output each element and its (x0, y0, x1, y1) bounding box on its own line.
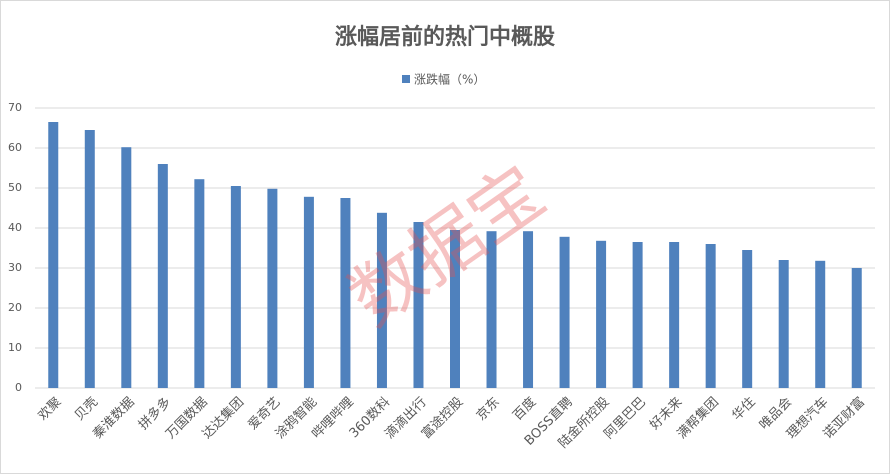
bar (778, 260, 789, 388)
legend-label: 涨跌幅（%） (414, 72, 485, 87)
bar (267, 188, 278, 388)
legend-swatch (402, 75, 410, 83)
bar (84, 130, 95, 388)
bar (194, 179, 205, 388)
bar (450, 230, 460, 388)
bar (596, 240, 607, 388)
chart-title: 涨幅居前的热门中概股 (335, 24, 555, 50)
bar (376, 212, 387, 388)
y-tick-label: 40 (8, 221, 22, 234)
bar (632, 242, 643, 388)
y-tick-label: 70 (8, 101, 22, 114)
bar (486, 231, 497, 388)
bar (121, 147, 132, 388)
y-tick-label: 50 (8, 181, 22, 194)
bar (340, 198, 351, 388)
bar (523, 231, 534, 388)
bar (303, 196, 314, 388)
bar (230, 186, 241, 388)
bar (413, 222, 424, 388)
bar (851, 268, 862, 388)
bar (669, 242, 680, 388)
y-tick-label: 60 (8, 141, 22, 154)
bar (815, 260, 826, 388)
y-tick-label: 20 (8, 301, 22, 314)
bar (157, 164, 168, 388)
bar (559, 236, 570, 388)
bar (705, 244, 716, 388)
bar (742, 250, 753, 388)
y-tick-label: 0 (15, 381, 22, 394)
y-tick-label: 10 (8, 341, 22, 354)
y-tick-label: 30 (8, 261, 22, 274)
bar (48, 122, 59, 388)
